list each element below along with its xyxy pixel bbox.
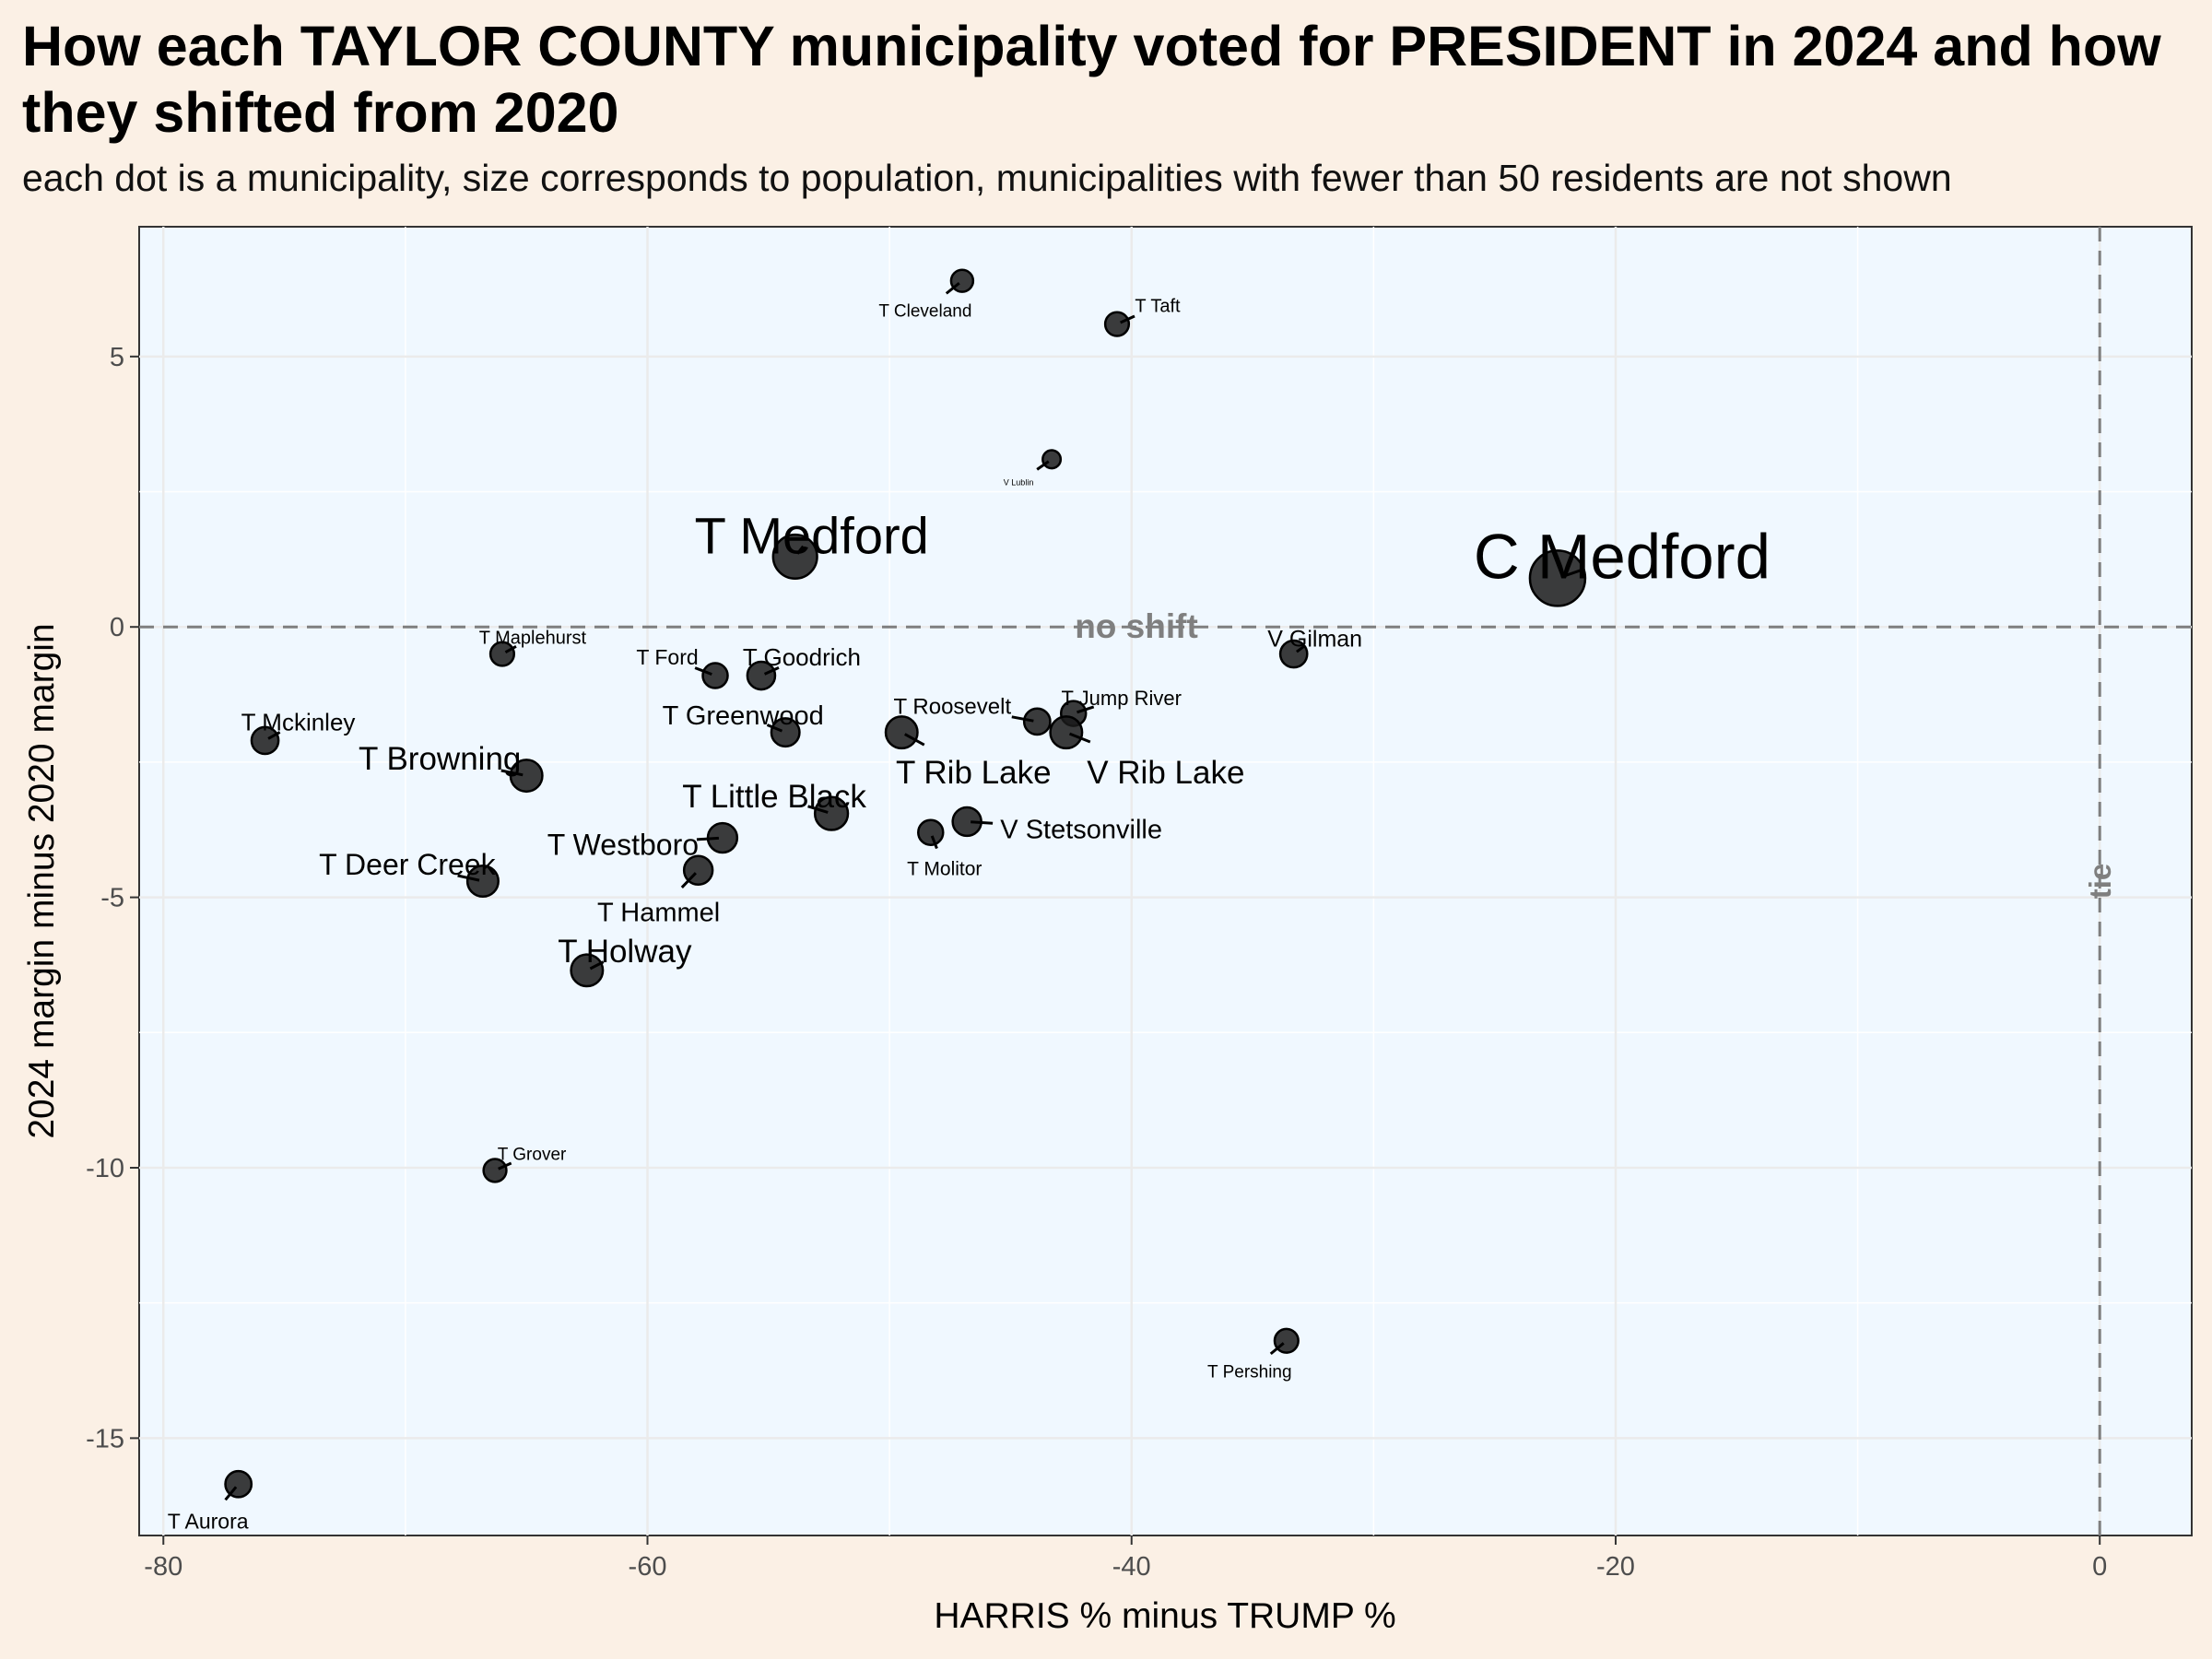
label-t-jump-river: T Jump River (1062, 687, 1182, 710)
leader-v-stetsonville (971, 820, 994, 825)
leader-t-cleveland (945, 282, 960, 295)
x-axis-title: HARRIS % minus TRUMP % (934, 1596, 1395, 1636)
leader-t-hammel (680, 872, 697, 888)
point-c-medford (1528, 549, 1587, 607)
leader-t-aurora (224, 1486, 238, 1501)
label-t-grover: T Grover (498, 1146, 567, 1165)
label-t-taft: T Taft (1135, 297, 1181, 317)
chart-title: How each TAYLOR COUNTY municipality vote… (22, 15, 2161, 144)
label-t-molitor: T Molitor (907, 859, 982, 880)
label-t-westboro: T Westboro (547, 828, 699, 861)
label-t-pershing: T Pershing (1207, 1362, 1292, 1382)
leader-t-jump-river (1077, 705, 1095, 714)
label-v-lublin: V Lublin (1004, 477, 1034, 487)
no-shift-label: no shift (1075, 607, 1198, 645)
leader-t-grover (498, 1161, 512, 1171)
label-t-browning: T Browning (359, 741, 521, 777)
label-v-rib-lake: V Rib Lake (1087, 755, 1244, 791)
y-tick-label: 5 (110, 343, 124, 372)
leader-t-goodrich (763, 666, 780, 676)
point-v-lublin (1041, 449, 1063, 470)
label-t-hammel: T Hammel (597, 898, 720, 927)
y-tick-label: -10 (86, 1154, 124, 1183)
label-t-goodrich: T Goodrich (743, 643, 861, 671)
leader-t-greenwood (766, 724, 783, 733)
point-v-gilman (1278, 639, 1309, 669)
x-tick-label: -20 (1596, 1552, 1635, 1582)
y-tick-label: 0 (110, 613, 124, 642)
leader-t-browning (500, 769, 524, 777)
leader-t-roosevelt (1011, 715, 1034, 723)
label-t-aurora: T Aurora (168, 1509, 249, 1533)
leader-t-pershing (1269, 1342, 1285, 1356)
grid-lines (139, 227, 2192, 1535)
label-t-roosevelt: T Roosevelt (894, 694, 1012, 719)
label-t-greenwood: T Greenwood (663, 701, 824, 731)
label-c-medford: C Medford (1474, 522, 1771, 593)
label-t-ford: T Ford (636, 645, 698, 669)
point-t-maplehurst (488, 641, 516, 667)
leader-v-gilman (1296, 645, 1305, 653)
leader-t-mckinley (267, 731, 281, 740)
point-t-holway (570, 953, 605, 988)
point-labels: T Cleveland T Taft V Lublin T Medford C Medf… (168, 282, 1771, 1533)
y-axis-title: 2024 margin minus 2020 margin (22, 623, 62, 1138)
x-tick-label: -60 (629, 1552, 667, 1582)
point-t-rib-lake (884, 715, 919, 750)
point-t-mckinley (250, 725, 280, 756)
leader-v-rib-lake (1068, 732, 1091, 744)
leader-t-westboro (696, 836, 720, 841)
label-t-maplehurst: T Maplehurst (479, 629, 587, 649)
point-t-browning (509, 759, 544, 794)
point-v-rib-lake (1049, 715, 1084, 750)
x-tick-label: -40 (1112, 1552, 1151, 1582)
point-t-roosevelt (1022, 707, 1052, 736)
chart-subtitle: each dot is a municipality, size corresp… (22, 157, 1952, 199)
point-t-medford (771, 533, 818, 581)
leader-t-molitor (930, 835, 938, 850)
data-points (224, 268, 1587, 1499)
x-tick-label: 0 (2092, 1552, 2107, 1582)
point-t-ford (701, 662, 729, 689)
leader-t-deer-creek (457, 874, 480, 882)
label-t-medford: T Medford (695, 507, 929, 565)
leader-t-maplehurst (504, 645, 517, 653)
point-t-molitor (917, 818, 945, 846)
label-t-holway: T Holway (558, 934, 692, 970)
leader-t-little-black (807, 805, 829, 814)
axis-ticks: -80 -60 -40 -20 0 5 0 -5 -10 -15 (86, 343, 2107, 1582)
point-t-greenwood (770, 717, 801, 748)
leader-t-rib-lake (904, 733, 925, 747)
point-t-deer-creek (465, 864, 500, 899)
leader-v-lublin (1036, 460, 1050, 471)
leader-c-medford (1560, 568, 1583, 579)
x-tick-label: -80 (144, 1552, 182, 1582)
label-t-little-black: T Little Black (682, 779, 866, 815)
leader-t-medford (795, 545, 805, 555)
label-t-cleveland: T Cleveland (878, 301, 971, 321)
y-tick-label: -5 (100, 884, 124, 913)
reference-lines: no shift tie (139, 227, 2192, 1535)
point-t-little-black (813, 795, 850, 831)
point-t-taft (1103, 311, 1131, 337)
label-v-stetsonville: V Stetsonville (1000, 816, 1162, 845)
label-t-rib-lake: T Rib Lake (896, 755, 1052, 791)
point-t-grover (482, 1158, 508, 1183)
tie-label: tie (2083, 864, 2117, 900)
leader-t-ford (694, 666, 712, 676)
leader-t-taft (1119, 314, 1135, 324)
leader-t-holway (589, 960, 605, 971)
label-t-mckinley: T Mckinley (241, 709, 356, 736)
point-t-goodrich (746, 660, 777, 691)
label-v-gilman: V Gilman (1267, 626, 1362, 652)
label-t-deer-creek: T Deer Creek (319, 848, 496, 881)
y-tick-label: -15 (86, 1424, 124, 1453)
